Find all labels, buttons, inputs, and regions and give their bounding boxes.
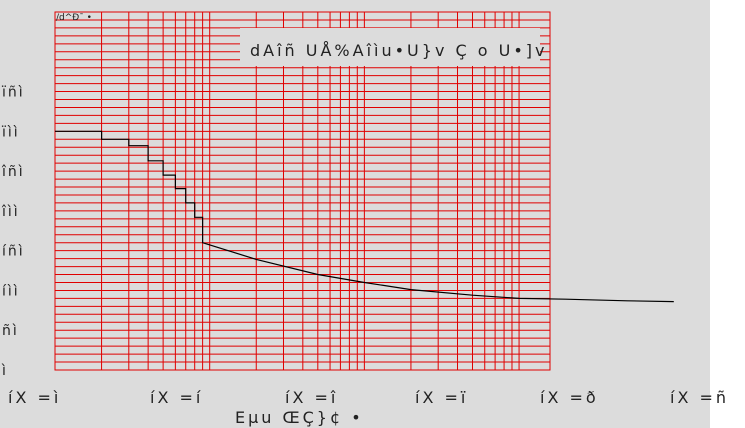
title-background: [240, 28, 540, 66]
y-tick-label: îìì: [1, 204, 20, 220]
x-tick-label: íX =î: [285, 388, 338, 407]
y-tick-label: íñì: [2, 244, 25, 260]
y-axis-label: /d^Ð¯ •: [56, 13, 92, 23]
series-line-0: [55, 130, 674, 303]
x-axis-label: Eµu ŒÇ}¢ •: [235, 408, 364, 427]
x-tick-label: íX =ì: [8, 388, 61, 407]
x-tick-label: íX =ñ: [670, 388, 729, 407]
y-tick-label: ì: [1, 363, 8, 379]
x-tick-label: íX =ï: [415, 388, 468, 407]
x-tick-label: íX =ð: [540, 388, 599, 407]
y-tick-label: îñì: [1, 164, 25, 180]
chart-background: [0, 0, 710, 428]
y-tick-label: ïñì: [1, 85, 25, 101]
x-tick-label: íX =í: [150, 388, 203, 407]
chart-title: dAîñ UÅ%Aîìu•U}v Ç o U•]v: [250, 41, 547, 60]
y-tick-label: ïìì: [1, 124, 20, 140]
y-tick-label: ñì: [2, 323, 19, 339]
y-tick-label: íìì: [2, 283, 20, 299]
